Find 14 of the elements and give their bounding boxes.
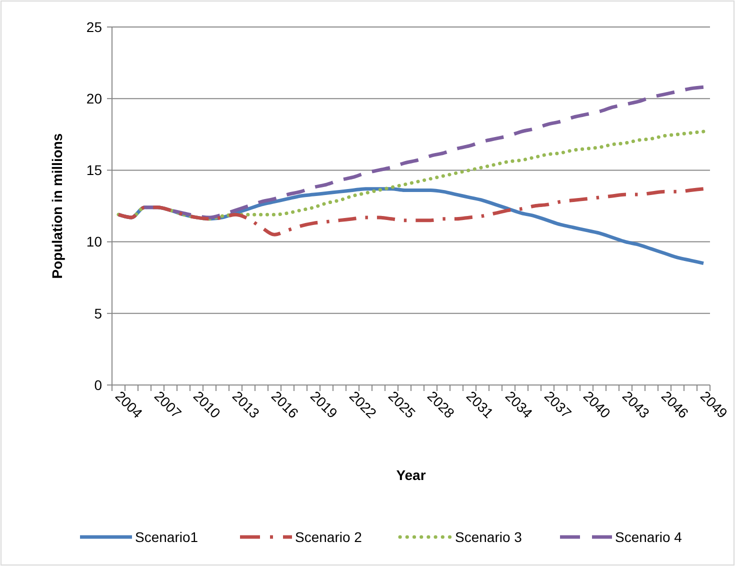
legend-label: Scenario1 — [135, 528, 198, 545]
y-axis-title: Population in millions — [49, 133, 65, 279]
legend-label: Scenario 4 — [615, 528, 682, 545]
y-tick-label: 20 — [86, 90, 102, 106]
x-axis-title: Year — [396, 467, 426, 483]
line-series — [116, 187, 706, 236]
y-tick-label: 10 — [86, 234, 102, 250]
y-tick-label: 5 — [94, 305, 102, 322]
y-tick-label: 15 — [86, 162, 102, 178]
line-series — [116, 130, 706, 221]
legend-label: Scenario 2 — [295, 528, 362, 545]
y-tick-label: 0 — [94, 376, 102, 393]
y-tick-label: 25 — [86, 18, 102, 35]
legend-label: Scenario 3 — [455, 528, 522, 545]
